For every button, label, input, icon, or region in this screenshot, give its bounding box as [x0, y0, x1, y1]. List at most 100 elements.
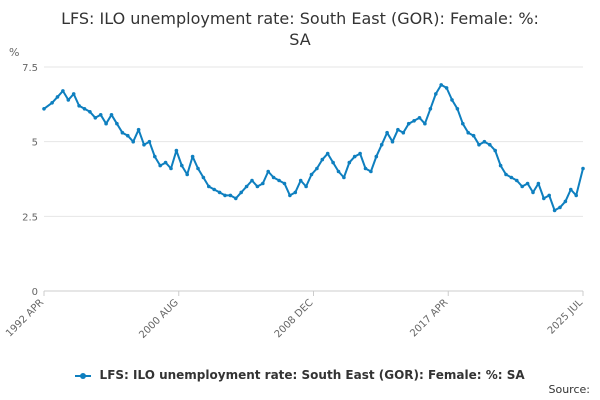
data-point[interactable] — [320, 157, 325, 162]
data-point[interactable] — [352, 154, 357, 159]
data-point[interactable] — [153, 154, 157, 159]
data-point[interactable] — [201, 175, 206, 180]
data-point[interactable] — [282, 181, 287, 186]
data-point[interactable] — [120, 130, 125, 135]
data-point[interactable] — [180, 163, 184, 168]
data-point[interactable] — [558, 205, 562, 210]
data-point[interactable] — [158, 163, 162, 168]
data-point[interactable] — [315, 166, 319, 171]
data-point[interactable] — [417, 116, 422, 120]
data-point[interactable] — [169, 166, 173, 171]
data-point[interactable] — [331, 160, 335, 165]
data-point[interactable] — [385, 130, 389, 135]
data-point[interactable] — [434, 92, 438, 96]
data-point[interactable] — [277, 178, 281, 183]
data-point[interactable] — [488, 142, 492, 147]
data-point[interactable] — [347, 160, 352, 165]
data-point[interactable] — [88, 110, 92, 114]
data-point[interactable] — [574, 193, 578, 198]
data-point[interactable] — [244, 184, 249, 189]
data-point[interactable] — [190, 154, 195, 159]
data-point[interactable] — [542, 196, 546, 201]
data-point[interactable] — [390, 139, 395, 144]
data-point[interactable] — [207, 184, 211, 189]
series-line-0[interactable] — [43, 83, 584, 212]
data-point[interactable] — [298, 178, 303, 183]
data-point[interactable] — [185, 172, 189, 177]
data-point[interactable] — [50, 101, 54, 105]
data-point[interactable] — [77, 104, 81, 108]
data-point[interactable] — [482, 139, 487, 144]
data-point[interactable] — [212, 187, 216, 192]
data-point[interactable] — [261, 181, 265, 186]
data-point[interactable] — [406, 121, 411, 126]
data-point[interactable] — [93, 116, 98, 120]
data-point[interactable] — [142, 142, 146, 147]
data-point[interactable] — [461, 121, 465, 126]
data-point[interactable] — [374, 154, 379, 159]
data-point[interactable] — [531, 190, 535, 195]
data-point[interactable] — [174, 148, 179, 153]
data-point[interactable] — [98, 113, 103, 117]
data-point[interactable] — [379, 142, 384, 147]
data-point[interactable] — [515, 178, 519, 183]
data-point[interactable] — [358, 151, 362, 156]
data-point[interactable] — [109, 113, 114, 117]
data-point[interactable] — [581, 166, 585, 171]
data-point[interactable] — [547, 193, 551, 198]
data-point[interactable] — [126, 133, 130, 138]
data-point[interactable] — [520, 184, 524, 189]
data-point[interactable] — [104, 121, 108, 126]
data-point[interactable] — [163, 160, 168, 165]
data-point[interactable] — [131, 139, 135, 144]
data-point[interactable] — [234, 196, 238, 201]
data-point[interactable] — [136, 127, 141, 132]
data-point[interactable] — [304, 184, 308, 189]
data-point[interactable] — [309, 172, 314, 177]
data-point[interactable] — [336, 169, 341, 174]
data-point[interactable] — [569, 187, 573, 192]
data-point[interactable] — [423, 121, 427, 126]
data-point[interactable] — [196, 166, 200, 171]
data-point[interactable] — [536, 181, 541, 186]
data-point[interactable] — [444, 86, 449, 90]
data-point[interactable] — [563, 199, 568, 204]
data-point[interactable] — [239, 190, 243, 195]
data-point[interactable] — [412, 119, 416, 123]
data-point[interactable] — [525, 181, 530, 186]
data-point[interactable] — [82, 107, 87, 111]
data-point[interactable] — [477, 142, 481, 147]
data-point[interactable] — [455, 107, 460, 111]
data-point[interactable] — [396, 127, 400, 132]
data-point[interactable] — [250, 178, 254, 183]
data-point[interactable] — [288, 193, 292, 198]
data-point[interactable] — [428, 107, 433, 111]
data-point[interactable] — [401, 130, 406, 135]
data-point[interactable] — [504, 172, 508, 177]
data-point[interactable] — [71, 92, 76, 96]
data-point[interactable] — [271, 175, 276, 180]
data-point[interactable] — [42, 107, 46, 111]
data-point[interactable] — [266, 169, 271, 174]
data-point[interactable] — [66, 98, 71, 102]
data-point[interactable] — [325, 151, 330, 156]
data-point[interactable] — [498, 163, 503, 168]
data-point[interactable] — [147, 139, 152, 144]
data-point[interactable] — [55, 95, 60, 99]
data-point[interactable] — [115, 121, 119, 126]
data-point[interactable] — [439, 83, 444, 87]
data-point[interactable] — [552, 208, 557, 213]
data-point[interactable] — [369, 169, 373, 174]
data-point[interactable] — [450, 98, 454, 102]
data-point[interactable] — [471, 133, 476, 138]
data-point[interactable] — [255, 184, 260, 189]
data-point[interactable] — [228, 193, 233, 198]
data-point[interactable] — [61, 89, 65, 93]
data-point[interactable] — [217, 190, 222, 195]
data-point[interactable] — [223, 193, 227, 198]
data-point[interactable] — [493, 148, 498, 153]
data-point[interactable] — [466, 130, 471, 135]
data-point[interactable] — [509, 175, 514, 180]
data-point[interactable] — [342, 175, 346, 180]
data-point[interactable] — [293, 190, 298, 195]
